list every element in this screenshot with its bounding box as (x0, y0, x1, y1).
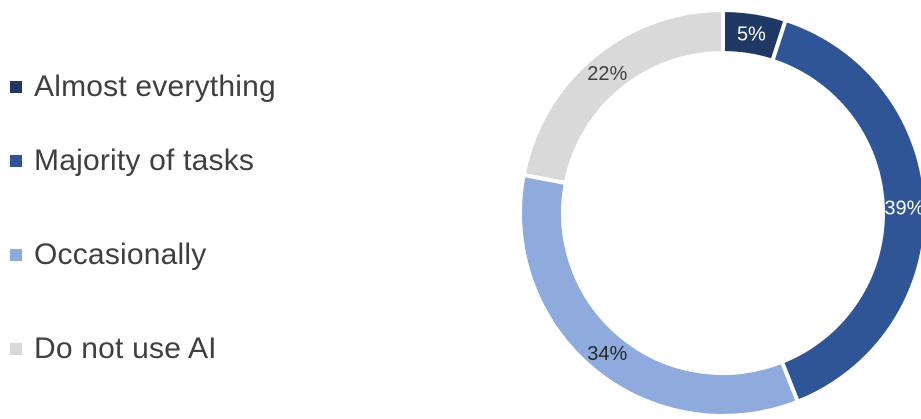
legend-swatch (10, 81, 22, 93)
legend-item-do-not-use-ai: Do not use AI (10, 302, 370, 396)
legend-item-almost-everything: Almost everything (10, 60, 370, 114)
data-label: 39% (884, 197, 921, 219)
data-label: 34% (587, 343, 627, 365)
legend-item-majority-of-tasks: Majority of tasks (10, 114, 370, 208)
donut-slice-do-not-use-ai (521, 7, 725, 186)
data-label: 5% (737, 24, 766, 46)
legend-swatch (10, 343, 22, 355)
legend-label: Occasionally (34, 238, 207, 271)
data-label: 22% (587, 63, 627, 85)
legend: Almost everything Majority of tasks Occa… (10, 60, 370, 396)
donut-slice-occasionally (518, 172, 801, 418)
legend-label: Do not use AI (34, 332, 217, 365)
legend-swatch (10, 249, 22, 261)
legend-swatch (10, 155, 22, 167)
legend-label: Almost everything (34, 70, 276, 103)
legend-item-occasionally: Occasionally (10, 208, 370, 302)
legend-label: Majority of tasks (34, 144, 255, 177)
